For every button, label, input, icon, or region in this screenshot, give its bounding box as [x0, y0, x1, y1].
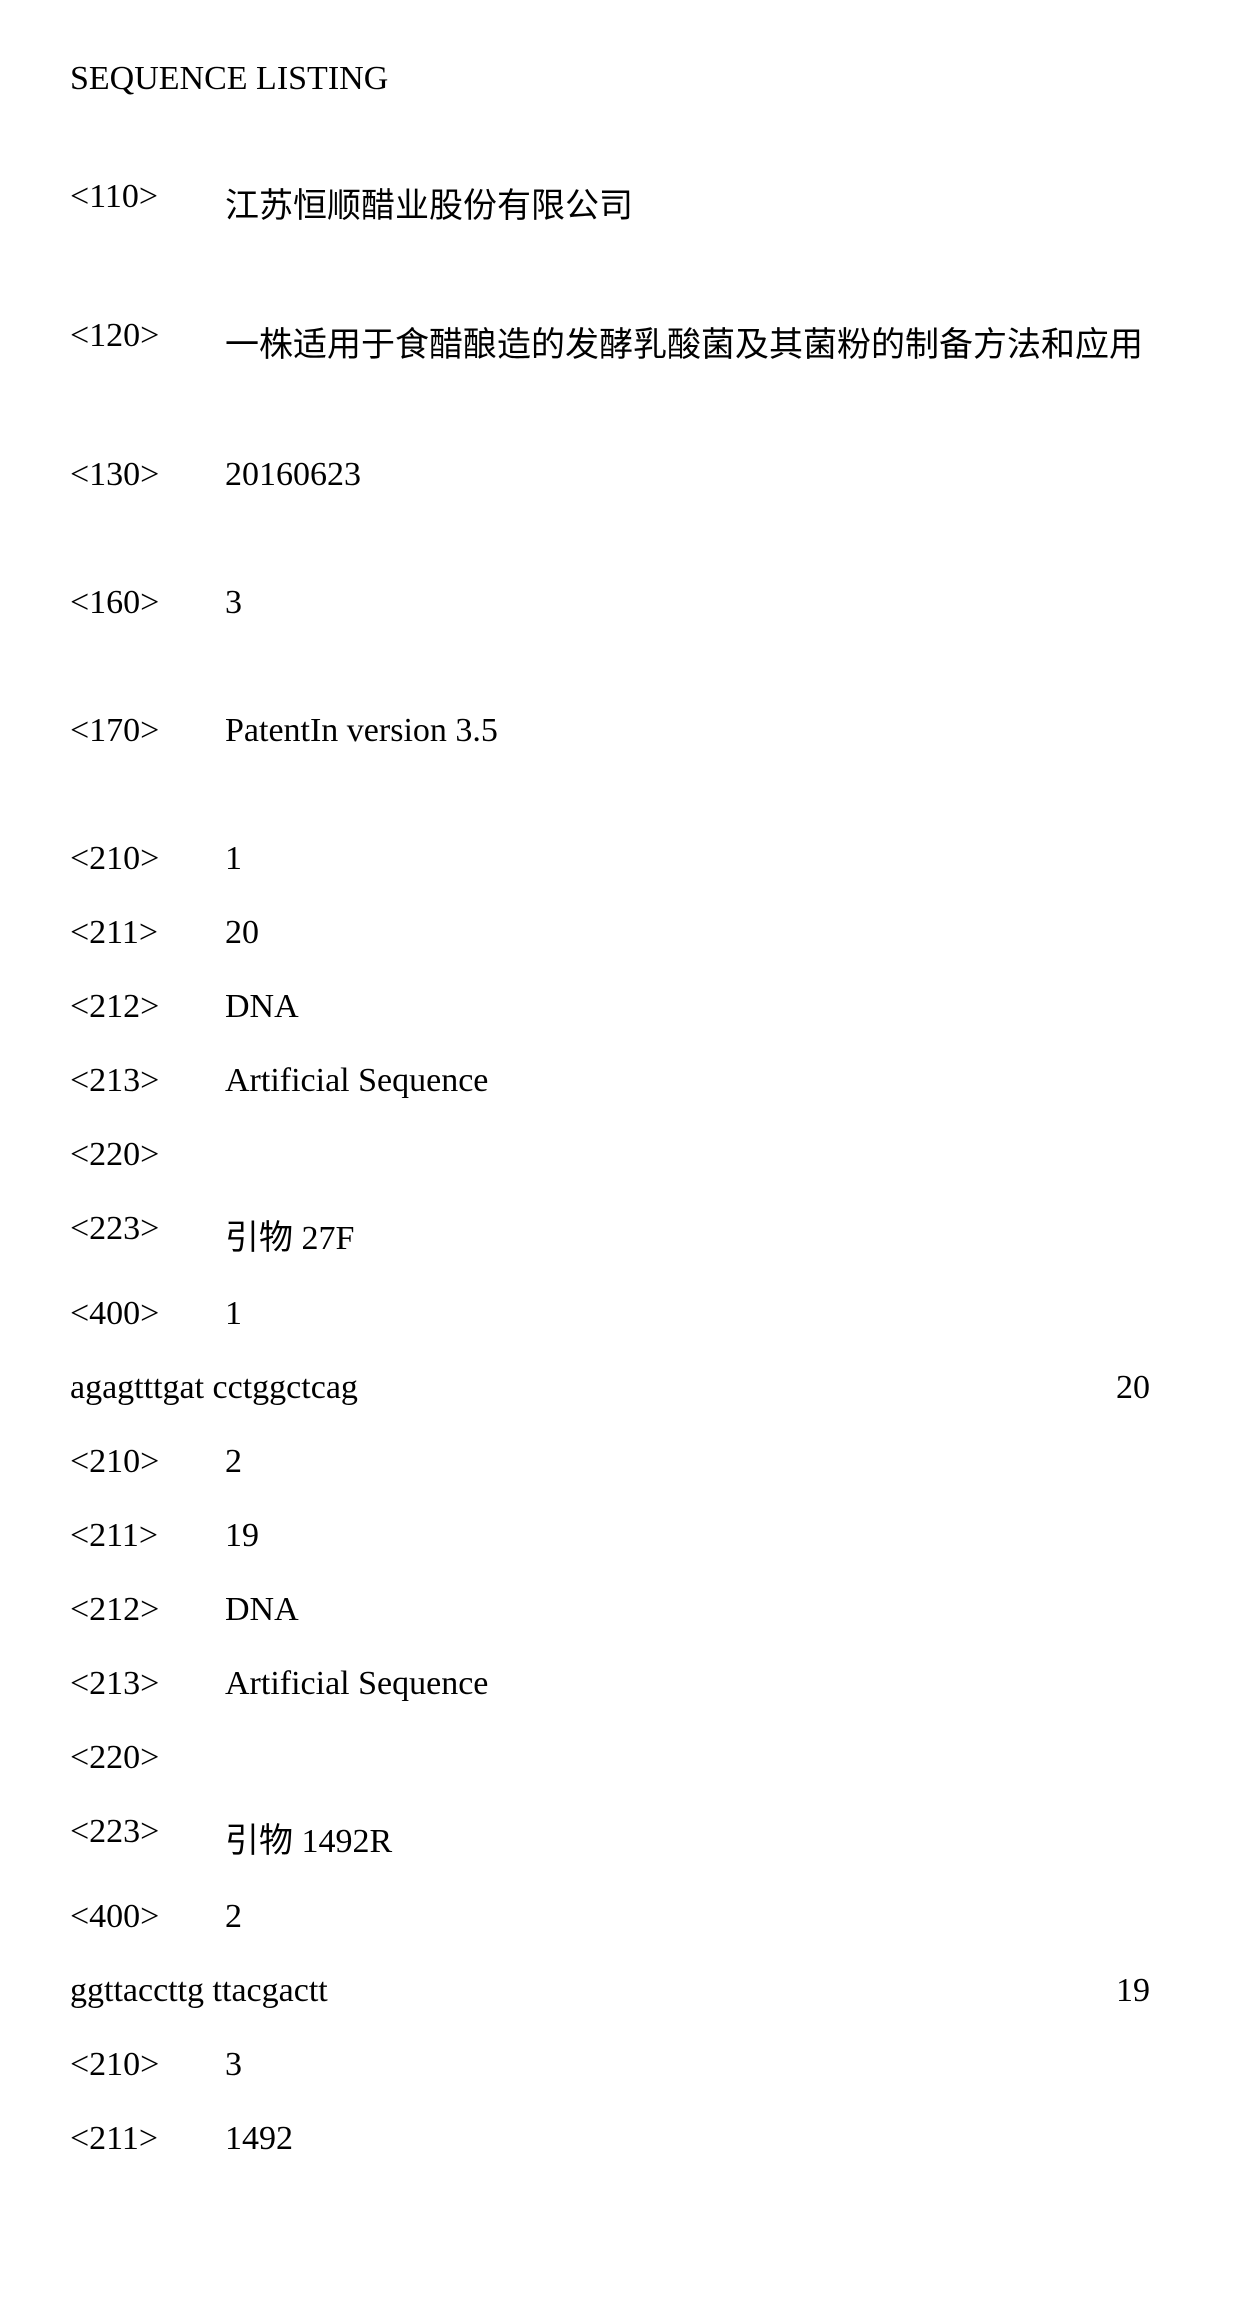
val-210-3: 3 — [225, 2046, 242, 2084]
val-213-1: Artificial Sequence — [225, 1062, 488, 1100]
tag-211-3: <211> — [70, 2120, 225, 2158]
entry-170: <170> PatentIn version 3.5 — [70, 712, 1170, 750]
val-212-1: DNA — [225, 988, 299, 1026]
tag-211-1: <211> — [70, 914, 225, 952]
seq1-sequence: agagtttgat cctggctcag — [70, 1369, 358, 1407]
seq2-length: 19 — [1116, 1972, 1170, 2010]
seq1-sequence-row: agagtttgat cctggctcag 20 — [70, 1369, 1170, 1407]
val-130: 20160623 — [225, 456, 361, 494]
val-223-1: 引物 27F — [225, 1210, 354, 1259]
val-400-1: 1 — [225, 1295, 242, 1333]
val-211-2: 19 — [225, 1517, 259, 1555]
seq2-sequence: ggttaccttg ttacgactt — [70, 1972, 328, 2010]
tag-212-2: <212> — [70, 1591, 225, 1629]
tag-223-1: <223> — [70, 1210, 225, 1259]
tag-400-2: <400> — [70, 1898, 225, 1936]
val-110: 江苏恒顺醋业股份有限公司 — [225, 178, 633, 227]
seq2-220: <220> — [70, 1739, 1170, 1777]
val-211-3: 1492 — [225, 2120, 293, 2158]
seq2-223: <223> 引物 1492R — [70, 1813, 1170, 1862]
seq2-210: <210> 2 — [70, 1443, 1170, 1481]
seq1-212: <212> DNA — [70, 988, 1170, 1026]
tag-220-1: <220> — [70, 1136, 225, 1174]
tag-213-1: <213> — [70, 1062, 225, 1100]
tag-160: <160> — [70, 584, 225, 622]
tag-170: <170> — [70, 712, 225, 750]
tag-120: <120> — [70, 317, 225, 366]
val-120: 一株适用于食醋酿造的发酵乳酸菌及其菌粉的制备方法和应用 — [225, 317, 1143, 366]
tag-220-2: <220> — [70, 1739, 225, 1777]
seq1-223: <223> 引物 27F — [70, 1210, 1170, 1259]
tag-223-2: <223> — [70, 1813, 225, 1862]
document-title: SEQUENCE LISTING — [70, 60, 1170, 98]
entry-120: <120> 一株适用于食醋酿造的发酵乳酸菌及其菌粉的制备方法和应用 — [70, 317, 1170, 366]
seq1-400: <400> 1 — [70, 1295, 1170, 1333]
tag-212-1: <212> — [70, 988, 225, 1026]
seq2-212: <212> DNA — [70, 1591, 1170, 1629]
seq1-220: <220> — [70, 1136, 1170, 1174]
val-210-1: 1 — [225, 840, 242, 878]
entry-110: <110> 江苏恒顺醋业股份有限公司 — [70, 178, 1170, 227]
val-212-2: DNA — [225, 1591, 299, 1629]
seq1-211: <211> 20 — [70, 914, 1170, 952]
val-210-2: 2 — [225, 1443, 242, 1481]
seq3-210: <210> 3 — [70, 2046, 1170, 2084]
seq3-211: <211> 1492 — [70, 2120, 1170, 2158]
val-223-2: 引物 1492R — [225, 1813, 392, 1862]
tag-110: <110> — [70, 178, 225, 227]
tag-210-1: <210> — [70, 840, 225, 878]
seq1-213: <213> Artificial Sequence — [70, 1062, 1170, 1100]
val-160: 3 — [225, 584, 242, 622]
val-400-2: 2 — [225, 1898, 242, 1936]
entry-160: <160> 3 — [70, 584, 1170, 622]
tag-210-2: <210> — [70, 1443, 225, 1481]
seq1-210: <210> 1 — [70, 840, 1170, 878]
tag-213-2: <213> — [70, 1665, 225, 1703]
seq2-400: <400> 2 — [70, 1898, 1170, 1936]
tag-211-2: <211> — [70, 1517, 225, 1555]
val-213-2: Artificial Sequence — [225, 1665, 488, 1703]
seq2-211: <211> 19 — [70, 1517, 1170, 1555]
tag-130: <130> — [70, 456, 225, 494]
tag-210-3: <210> — [70, 2046, 225, 2084]
seq2-sequence-row: ggttaccttg ttacgactt 19 — [70, 1972, 1170, 2010]
tag-400-1: <400> — [70, 1295, 225, 1333]
val-170: PatentIn version 3.5 — [225, 712, 498, 750]
entry-130: <130> 20160623 — [70, 456, 1170, 494]
seq2-213: <213> Artificial Sequence — [70, 1665, 1170, 1703]
seq1-length: 20 — [1116, 1369, 1170, 1407]
val-211-1: 20 — [225, 914, 259, 952]
